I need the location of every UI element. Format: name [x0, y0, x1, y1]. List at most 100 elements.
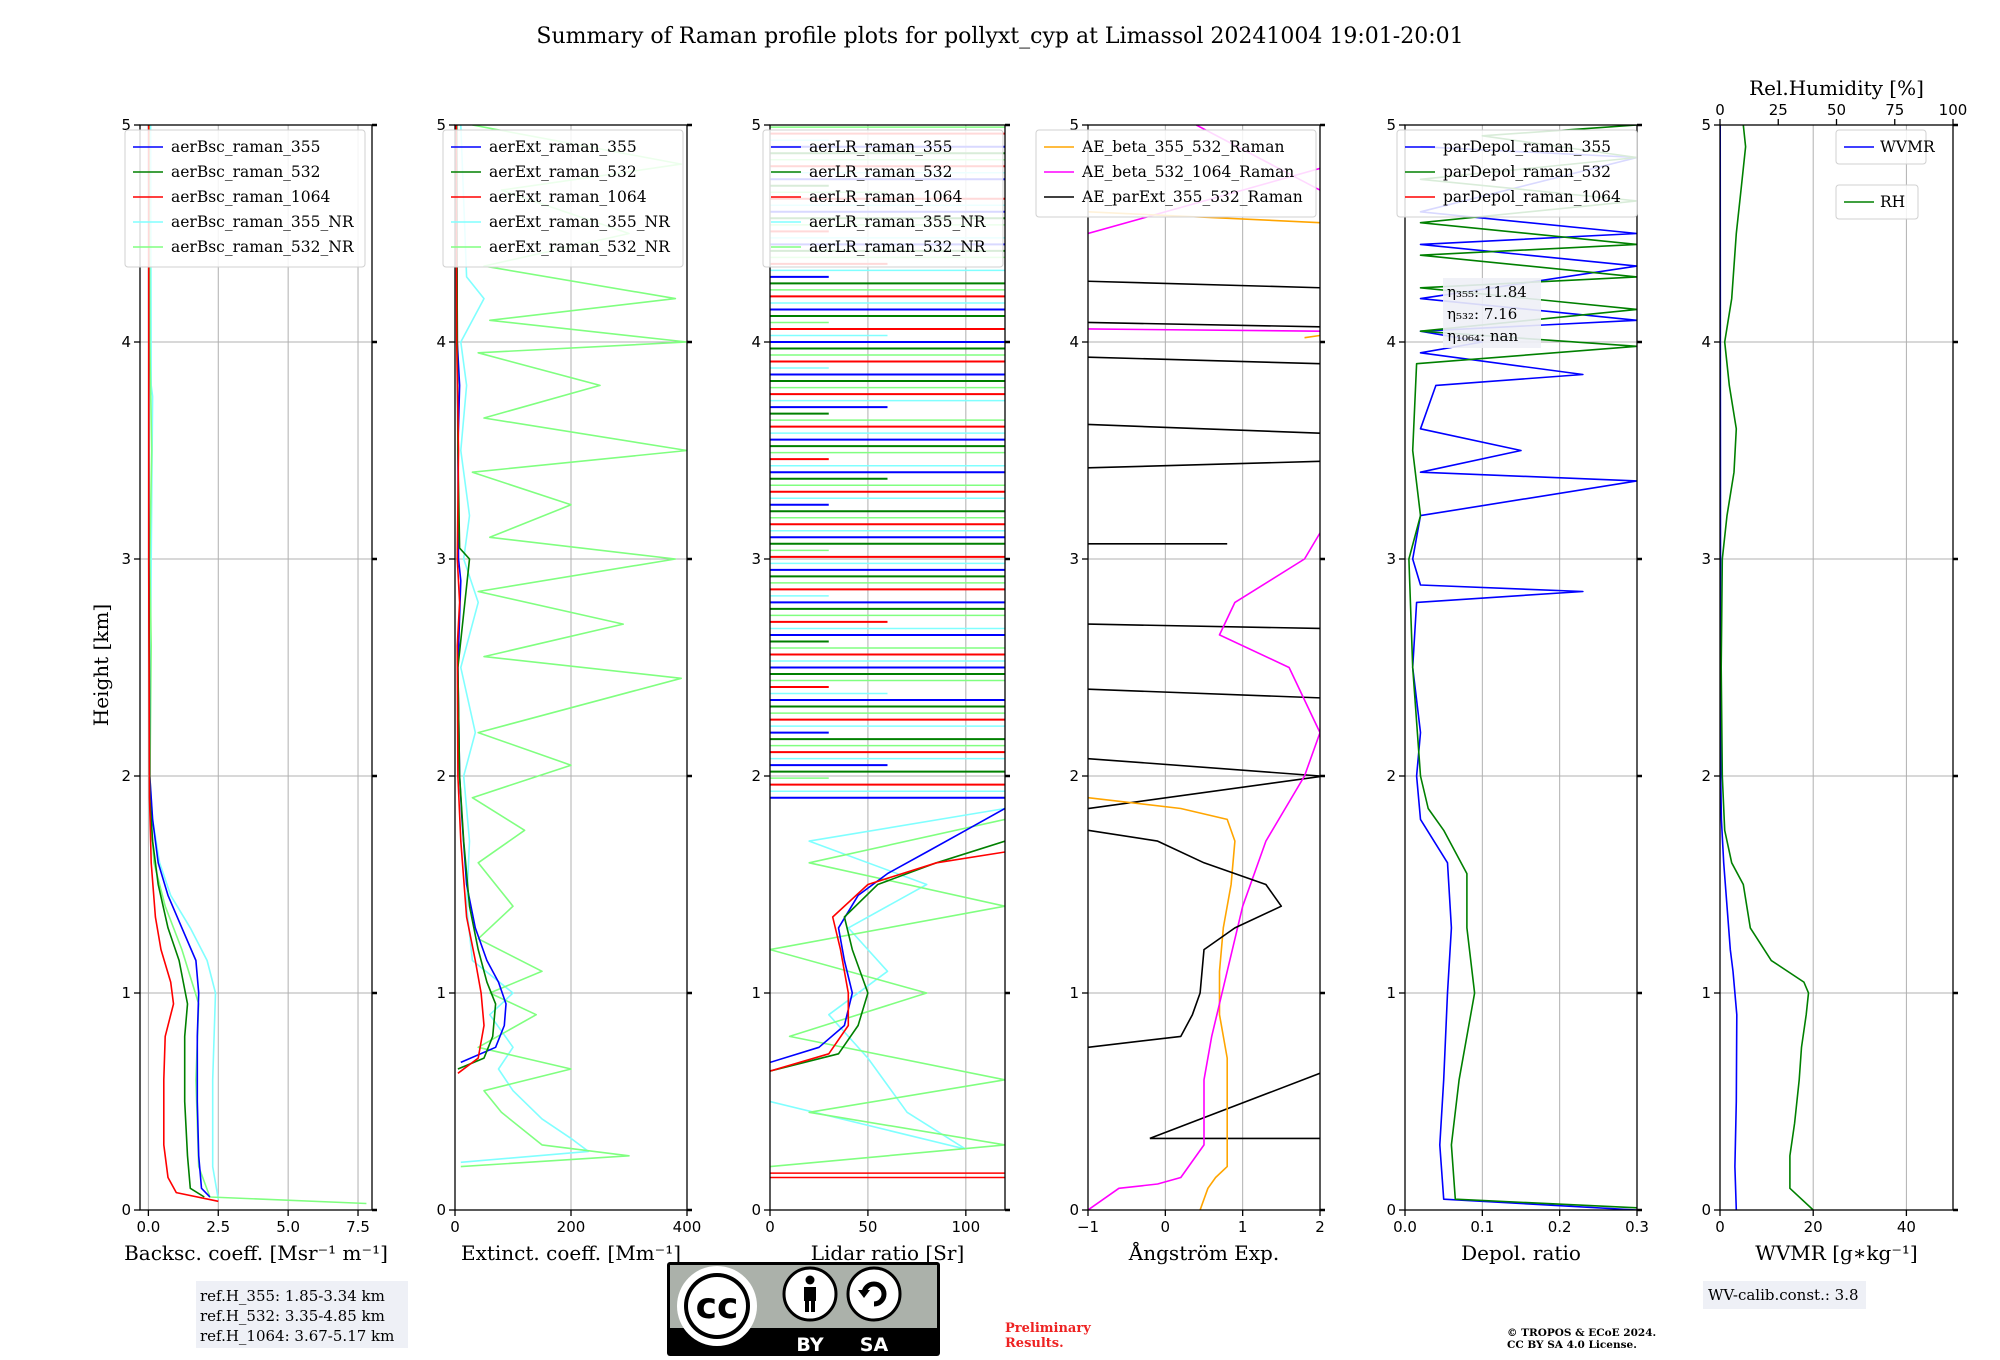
- depol-eta-2: η₁₀₆₄: nan: [1447, 327, 1518, 345]
- ref-height-1064: ref.H_1064: 3.67-5.17 km: [200, 1327, 394, 1345]
- backscatter-x-axis-label: Backsc. coeff. [Msr⁻¹ m⁻¹]: [124, 1241, 388, 1265]
- depol-eta-1: η₅₃₂: 7.16: [1447, 305, 1517, 323]
- angstrom-segment: [1088, 280, 1320, 289]
- sa-label: SA: [860, 1334, 889, 1356]
- extinction-xtick-label: 0: [450, 1218, 460, 1236]
- angstrom-ytick-label: 5: [1069, 116, 1079, 134]
- cc-by-sa-logo: cc BY SA: [667, 1262, 940, 1356]
- depol-xtick-label: 0.1: [1470, 1218, 1494, 1236]
- legend-label-aerBsc_raman_532: aerBsc_raman_532: [171, 163, 321, 181]
- wvmr-legend: WVMR RH: [1835, 129, 1936, 220]
- angstrom-segment: [1088, 460, 1320, 469]
- angstrom-xtick-label: −1: [1077, 1218, 1099, 1236]
- legend-label-WVMR: WVMR: [1880, 138, 1936, 156]
- lidarratio-xtick-label: 100: [952, 1218, 981, 1236]
- wv-calib-const: WV-calib.const.: 3.8: [1708, 1286, 1859, 1304]
- lidarratio-series-aerLR_raman_532: [770, 840, 1005, 1072]
- angstrom-segment: [1088, 321, 1320, 328]
- angstrom-ytick-label: 2: [1069, 767, 1079, 785]
- rh-top-tick-label: 75: [1885, 101, 1904, 119]
- backscatter-xtick-label: 0.0: [136, 1218, 160, 1236]
- backscatter-series-aerBsc_raman_355_NR: [149, 125, 220, 1200]
- angstrom-segment: [1304, 334, 1320, 339]
- depol-ytick-label: 0: [1386, 1201, 1396, 1219]
- preliminary-results-line1: Preliminary: [1005, 1321, 1091, 1336]
- legend-label-aerLR_raman_355_NR: aerLR_raman_355_NR: [809, 213, 987, 231]
- copyright-line2: CC BY SA 4.0 License.: [1507, 1339, 1637, 1351]
- cc-icon: cc: [696, 1286, 739, 1327]
- wvmr-ytick-label: 0: [1701, 1201, 1711, 1219]
- backscatter-plot-area: [147, 125, 367, 1205]
- lidarratio-ytick-label: 2: [751, 767, 761, 785]
- legend-label-aerLR_raman_532: aerLR_raman_532: [809, 163, 952, 181]
- legend-label-parDepol_raman_355: parDepol_raman_355: [1443, 138, 1611, 156]
- angstrom-segment: [1149, 1072, 1320, 1140]
- legend-label-aerLR_raman_532_NR: aerLR_raman_532_NR: [809, 238, 987, 256]
- depol-x-axis-label: Depol. ratio: [1461, 1241, 1581, 1265]
- lidarratio-xtick-label: 50: [858, 1218, 877, 1236]
- extinction-ytick-label: 4: [436, 333, 446, 351]
- backscatter-series-aerBsc_raman_355: [147, 125, 211, 1198]
- wvmr-grid: [1719, 124, 1953, 1211]
- legend-label-aerExt_raman_355: aerExt_raman_355: [489, 138, 637, 156]
- angstrom-series-AE_beta_355_532_Raman: [1088, 796, 1236, 1210]
- lidarratio-ytick-label: 3: [751, 550, 761, 568]
- lidarratio-series-aerLR_raman_355_NR: [770, 807, 1005, 1150]
- angstrom-xtick-label: 1: [1238, 1218, 1248, 1236]
- wvmr-panel: 0 25 50 75 100 Rel.Humidity [%] 0 20 40 0 1 2 3 4 5 WVM…: [1701, 76, 1967, 1265]
- legend-label-aerBsc_raman_355: aerBsc_raman_355: [171, 138, 321, 156]
- wvmr-frame: [1719, 124, 1954, 1211]
- legend-label-RH: RH: [1880, 193, 1905, 211]
- extinction-ytick-label: 2: [436, 767, 446, 785]
- angstrom-legend: AE_beta_355_532_Raman AE_beta_532_1064_Ra…: [1035, 129, 1317, 218]
- angstrom-x-axis-label: Ångström Exp.: [1128, 1240, 1279, 1265]
- wvmr-xtick-label: 40: [1897, 1218, 1916, 1236]
- depol-eta-annotations: η₃₅₅: 11.84 η₅₃₂: 7.16 η₁₀₆₄: nan: [1443, 278, 1541, 348]
- legend-label-aerExt_raman_1064: aerExt_raman_1064: [489, 188, 647, 206]
- backscatter-xtick-label: 7.5: [346, 1218, 370, 1236]
- wv-calib-box: WV-calib.const.: 3.8: [1703, 1281, 1866, 1309]
- wvmr-ytick-label: 5: [1701, 116, 1711, 134]
- wvmr-series-RH: [1720, 125, 1814, 1210]
- legend-label-AE_beta_532_1064_Raman: AE_beta_532_1064_Raman: [1081, 163, 1294, 181]
- lidarratio-series-aerLR_raman_355: [770, 807, 1005, 1064]
- legend-label-AE_beta_355_532_Raman: AE_beta_355_532_Raman: [1081, 138, 1284, 156]
- backscatter-ytick-label: 1: [121, 984, 131, 1002]
- depol-ytick-label: 3: [1386, 550, 1396, 568]
- angstrom-ytick-label: 3: [1069, 550, 1079, 568]
- extinction-series-aerExt_raman_532_NR: [460, 125, 687, 1168]
- lidarratio-ytick-label: 4: [751, 333, 761, 351]
- ref-height-532: ref.H_532: 3.35-4.85 km: [200, 1307, 385, 1325]
- backscatter-series-aerBsc_raman_1064: [147, 125, 219, 1203]
- extinction-ytick-label: 1: [436, 984, 446, 1002]
- rh-top-tick-label: 25: [1769, 101, 1788, 119]
- depol-xtick-label: 0.3: [1625, 1218, 1649, 1236]
- backscatter-series-aerBsc_raman_532_NR: [148, 125, 367, 1205]
- depol-series-parDepol_raman_355: [1411, 145, 1637, 1210]
- backscatter-frame: [139, 124, 373, 1211]
- extinction-x-axis-label: Extinct. coeff. [Mm⁻¹]: [461, 1241, 681, 1265]
- rh-top-tick-label: 50: [1827, 101, 1846, 119]
- wvmr-series-WVMR: [1720, 125, 1738, 1210]
- backscatter-panel: 0.0 2.5 5.0 7.5 0 1 2 3 4 5 Backsc. coeff. [Msr⁻¹ …: [121, 116, 387, 1265]
- depol-xtick-label: 0.0: [1393, 1218, 1417, 1236]
- depol-ytick-label: 4: [1386, 333, 1396, 351]
- lidar-ratio-panel: 0 50 100 0 1 2 3 4 5 Lidar ratio [Sr] aerLR_raman_…: [751, 116, 1010, 1265]
- backscatter-xtick-label: 2.5: [206, 1218, 230, 1236]
- lidarratio-ytick-label: 0: [751, 1201, 761, 1219]
- legend-label-aerBsc_raman_355_NR: aerBsc_raman_355_NR: [171, 213, 355, 231]
- extinction-series-aerExt_raman_1064: [455, 125, 485, 1074]
- legend-label-parDepol_raman_532: parDepol_raman_532: [1443, 163, 1611, 181]
- angstrom-series-AE_beta_532_1064_Raman: [1088, 532, 1320, 1210]
- extinction-xtick-label: 200: [557, 1218, 586, 1236]
- ref-height-box: ref.H_355: 1.85-3.34 km ref.H_532: 3.35-…: [196, 1281, 408, 1348]
- y-axis-label: Height [km]: [89, 604, 113, 726]
- depol-ytick-label: 2: [1386, 767, 1396, 785]
- legend-label-AE_parExt_355_532_Raman: AE_parExt_355_532_Raman: [1081, 188, 1303, 206]
- rh-top-axis-label: Rel.Humidity [%]: [1749, 76, 1924, 100]
- preliminary-results-line2: Results.: [1005, 1336, 1064, 1351]
- depol-ytick-label: 1: [1386, 984, 1396, 1002]
- backscatter-legend: aerBsc_raman_355 aerBsc_raman_532 aerBsc_r…: [124, 129, 366, 268]
- depol-ratio-panel: 0.0 0.1 0.2 0.3 0 1 2 3 4 5 Depol. ratio parDepol_r…: [1386, 116, 1648, 1265]
